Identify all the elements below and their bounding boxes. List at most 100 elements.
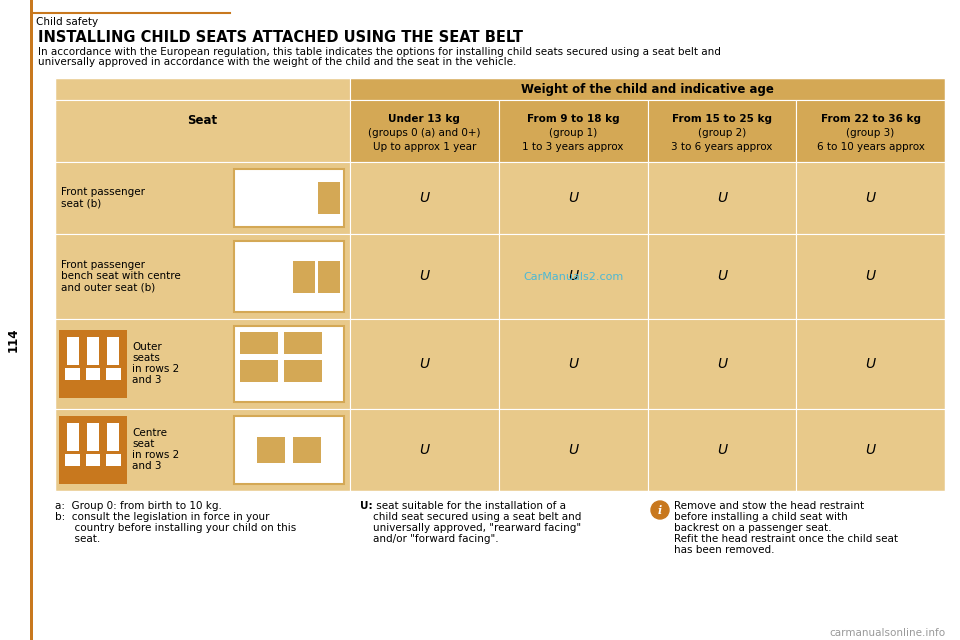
Text: U: U [420,269,429,284]
Text: (group 3): (group 3) [847,128,895,138]
Bar [86,423,99,451]
Bar [55,100,350,162]
Text: universally approved in accordance with the weight of the child and the seat in : universally approved in accordance with … [38,57,516,67]
Text: i: i [658,504,662,515]
Text: in rows 2: in rows 2 [132,450,180,460]
Bar [55,162,350,234]
Bar [59,416,127,484]
Text: Under 13 kg: Under 13 kg [389,114,460,124]
Text: U: U [420,443,429,457]
Text: has been removed.: has been removed. [674,545,775,555]
Bar [67,337,79,365]
Bar [499,100,647,162]
Circle shape [651,501,669,519]
Text: 6 to 10 years approx: 6 to 10 years approx [817,142,924,152]
Text: From 22 to 36 kg: From 22 to 36 kg [821,114,921,124]
Bar [59,330,127,398]
Bar [796,234,945,319]
Text: CarManuals2.com: CarManuals2.com [523,271,623,282]
Bar [350,162,499,234]
Bar [55,78,945,491]
Bar [796,409,945,491]
Text: backrest on a passenger seat.: backrest on a passenger seat. [674,523,831,533]
Bar [499,409,647,491]
Bar [106,368,121,380]
Text: 114: 114 [7,328,19,352]
Text: U: U [717,357,727,371]
Bar [106,454,121,467]
Bar [85,454,101,467]
Text: country before installing your child on this: country before installing your child on … [55,523,297,533]
Bar [107,423,119,451]
Text: universally approved, "rearward facing": universally approved, "rearward facing" [373,523,581,533]
Text: a:  Group 0: from birth to 10 kg.: a: Group 0: from birth to 10 kg. [55,501,222,511]
Text: U: U [420,191,429,205]
Bar [257,437,285,463]
Bar [647,319,796,409]
Bar [499,234,647,319]
Text: seat.: seat. [55,534,100,544]
Text: seat (b): seat (b) [61,198,101,208]
Text: U: U [568,269,578,284]
Bar [240,360,278,382]
Bar [318,182,340,214]
Text: Weight of the child and indicative age: Weight of the child and indicative age [521,83,774,95]
Bar [293,437,321,463]
Text: 1 to 3 years approx: 1 to 3 years approx [522,142,624,152]
Text: U: U [717,443,727,457]
Text: From 15 to 25 kg: From 15 to 25 kg [672,114,772,124]
Bar [350,100,499,162]
Bar [350,78,945,100]
Bar [65,368,81,380]
Bar [234,416,344,484]
Text: (group 1): (group 1) [549,128,597,138]
Text: U: U [866,269,876,284]
Text: U:: U: [360,501,372,511]
Text: and 3: and 3 [132,375,161,385]
Text: before installing a child seat with: before installing a child seat with [674,512,848,522]
Bar [350,409,499,491]
Text: In accordance with the European regulation, this table indicates the options for: In accordance with the European regulati… [38,47,721,57]
Bar [647,409,796,491]
Text: and 3: and 3 [132,461,161,471]
Bar [55,409,350,491]
Bar [234,326,344,402]
Bar [796,100,945,162]
Text: Up to approx 1 year: Up to approx 1 year [372,142,476,152]
Text: in rows 2: in rows 2 [132,364,180,374]
Text: U: U [717,269,727,284]
Text: b:  consult the legislation in force in your: b: consult the legislation in force in y… [55,512,270,522]
Bar [499,162,647,234]
Bar [55,319,350,409]
Text: Centre: Centre [132,428,167,438]
Text: (group 2): (group 2) [698,128,746,138]
Text: Outer: Outer [132,342,161,352]
Bar [293,260,315,292]
Bar [499,319,647,409]
Bar [350,234,499,319]
Text: Remove and stow the head restraint: Remove and stow the head restraint [674,501,864,511]
Bar [86,337,99,365]
Bar [796,319,945,409]
Bar [107,337,119,365]
Text: and/or "forward facing".: and/or "forward facing". [373,534,498,544]
Text: seat suitable for the installation of a: seat suitable for the installation of a [373,501,566,511]
Text: and outer seat (b): and outer seat (b) [61,282,156,292]
Text: U: U [568,357,578,371]
Bar [647,162,796,234]
Bar [234,169,344,227]
Bar [55,234,350,319]
Text: (groups 0 (a) and 0+): (groups 0 (a) and 0+) [368,128,481,138]
Text: carmanualsonline.info: carmanualsonline.info [828,628,945,638]
Text: U: U [568,191,578,205]
Bar [284,332,322,354]
Text: Front passenger: Front passenger [61,187,145,197]
Text: U: U [866,443,876,457]
Text: INSTALLING CHILD SEATS ATTACHED USING THE SEAT BELT: INSTALLING CHILD SEATS ATTACHED USING TH… [38,30,523,45]
Text: bench seat with centre: bench seat with centre [61,271,180,281]
Text: Refit the head restraint once the child seat: Refit the head restraint once the child … [674,534,898,544]
Bar [30,0,33,640]
Bar [55,78,350,100]
Bar [234,241,344,312]
Text: U: U [420,357,429,371]
